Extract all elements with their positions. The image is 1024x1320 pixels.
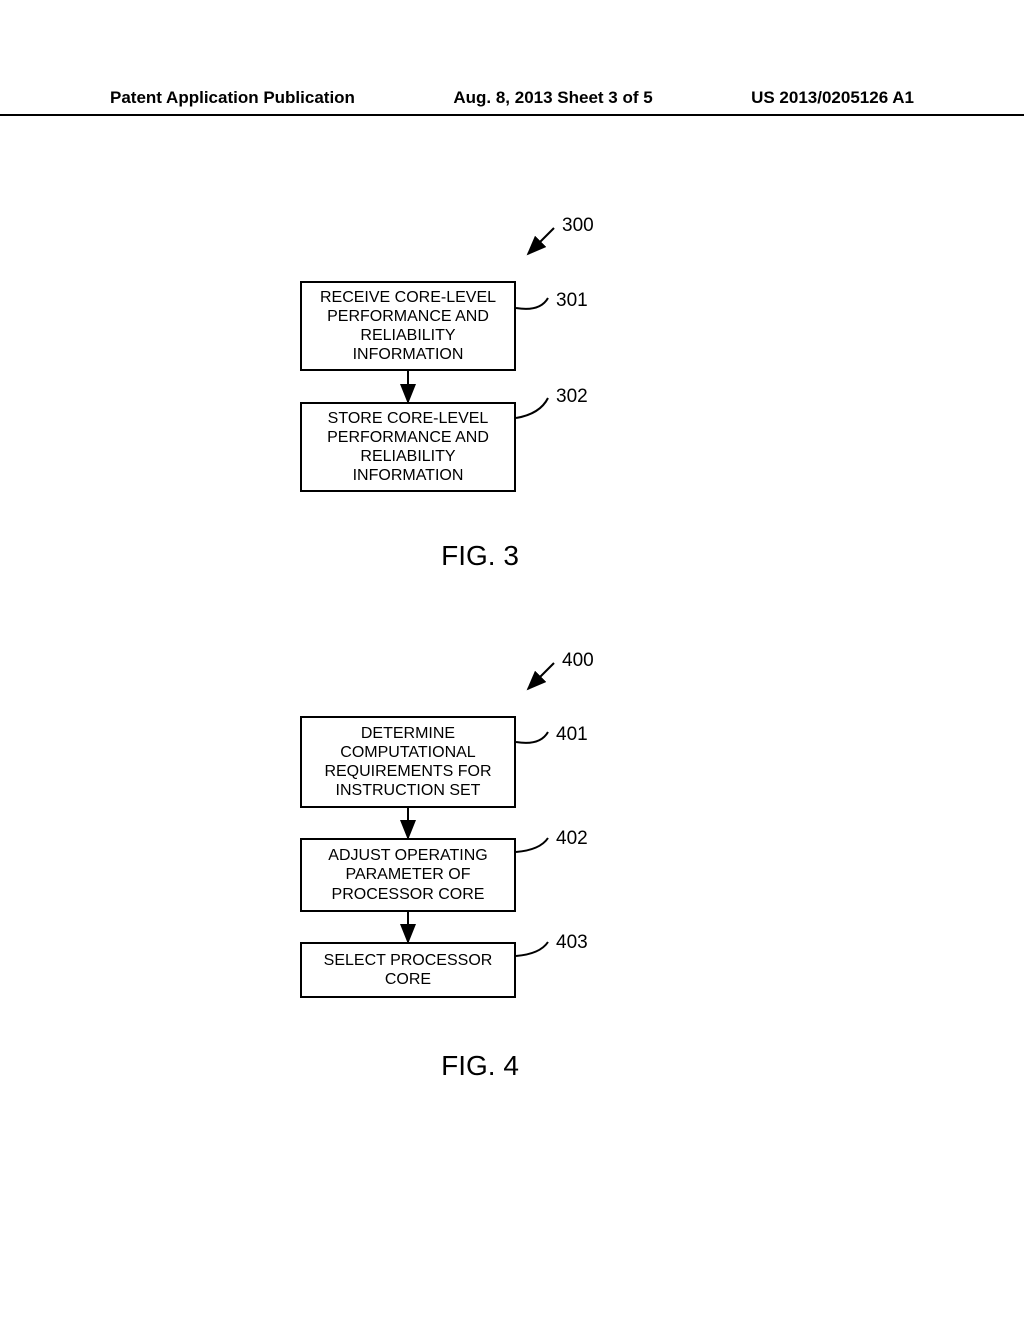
connectors-svg xyxy=(0,0,1024,1320)
